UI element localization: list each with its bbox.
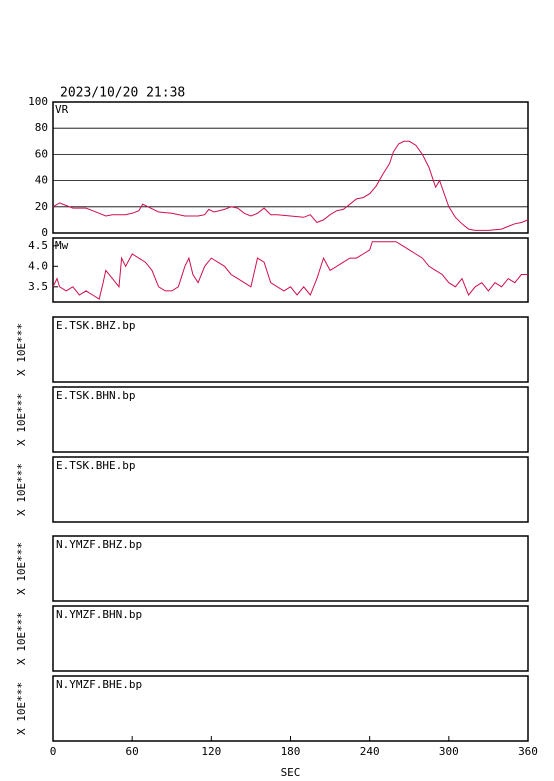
y-tick-label: 40 [35, 174, 48, 187]
y-axis-label: X 10E*** [15, 463, 28, 516]
x-tick-label: 60 [126, 745, 139, 758]
x-tick-label: 120 [201, 745, 221, 758]
data-line [52, 241, 528, 300]
x-tick-label: 240 [360, 745, 380, 758]
y-tick-label: 4.5 [28, 239, 48, 252]
panel-label: VR [55, 103, 69, 116]
station-label: E.TSK.BHE.bp [56, 459, 135, 472]
panel-frame [52, 101, 529, 234]
y-axis-label: X 10E*** [15, 682, 28, 735]
panel-frame [52, 237, 529, 303]
station-label: N.YMZF.BHN.bp [56, 608, 142, 621]
x-axis-label: SEC [281, 766, 301, 779]
x-tick-label: 0 [50, 745, 57, 758]
y-tick-label: 0 [41, 226, 48, 239]
y-tick-label: 100 [28, 95, 48, 108]
station-label: E.TSK.BHN.bp [56, 389, 135, 402]
panel-frame [52, 386, 529, 453]
y-tick-label: 4.0 [28, 259, 48, 272]
panel-frame [52, 535, 529, 602]
station-label: N.YMZF.BHZ.bp [56, 538, 142, 551]
station-label: N.YMZF.BHE.bp [56, 678, 142, 691]
data-line [52, 140, 529, 231]
y-tick-label: 80 [35, 121, 48, 134]
y-axis-label: X 10E*** [15, 323, 28, 376]
y-tick-label: 60 [35, 147, 48, 160]
y-tick-label: 3.5 [28, 280, 48, 293]
x-tick-label: 360 [518, 745, 538, 758]
y-axis-label: X 10E*** [15, 612, 28, 665]
panel-label: Mw [55, 239, 69, 252]
panel-frame [52, 316, 529, 383]
x-tick-label: 300 [439, 745, 459, 758]
station-label: E.TSK.BHZ.bp [56, 319, 135, 332]
x-tick-label: 180 [281, 745, 301, 758]
y-axis-label: X 10E*** [15, 393, 28, 446]
y-axis-label: X 10E*** [15, 542, 28, 595]
plot-title: 2023/10/20 21:38 [60, 86, 185, 101]
panel-frame [52, 605, 529, 672]
panel-frame [52, 456, 529, 523]
y-tick-label: 20 [35, 200, 48, 213]
